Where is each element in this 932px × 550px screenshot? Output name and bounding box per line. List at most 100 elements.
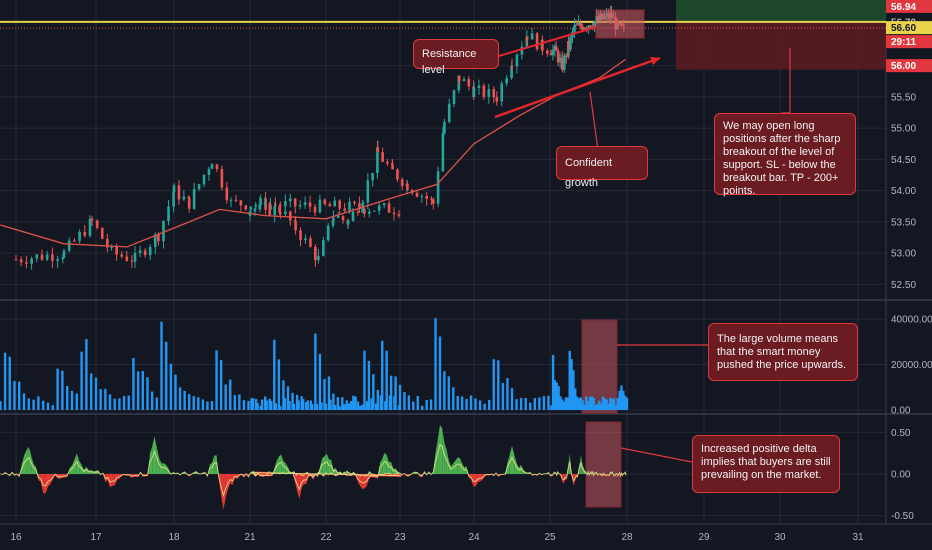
candle [73, 238, 76, 243]
delta-area-slice [214, 455, 217, 474]
candle-body [263, 203, 267, 205]
volume-bar [421, 405, 424, 410]
delta-callout-text: Increased positive delta implies that bu… [701, 443, 831, 481]
candle [361, 200, 365, 208]
volume-bar [254, 398, 258, 410]
candle-body [346, 220, 350, 225]
volume-bar [586, 401, 590, 410]
volume-bar [452, 387, 455, 410]
volume-bar [323, 379, 326, 410]
candle [575, 20, 578, 26]
candle-body [192, 189, 196, 209]
volume-bar [352, 395, 355, 410]
candle-body [593, 21, 596, 28]
volume-bar [557, 386, 560, 410]
volume-bar [56, 368, 59, 410]
volume-bar [361, 404, 364, 410]
volume-bar [594, 404, 597, 410]
volume-bar [607, 403, 610, 410]
volume-bar [562, 401, 566, 410]
candle [309, 235, 312, 248]
candle [25, 255, 28, 269]
time-axis: 16 17 18 21 22 23 24 25 28 29 30 31 [10, 532, 864, 543]
delta-area-slice [455, 457, 458, 474]
candle-body [387, 203, 391, 213]
candle-body [73, 240, 76, 242]
volume-tick-label: 0.00 [891, 406, 911, 417]
volume-bar [398, 384, 402, 410]
candle-body [452, 90, 456, 104]
candle [323, 198, 327, 206]
delta-area-slice [163, 463, 167, 474]
candle-body [549, 53, 553, 56]
volume-bar [614, 405, 618, 410]
candle-body [447, 103, 451, 122]
candle [551, 44, 555, 61]
candle-body [78, 231, 81, 241]
candle [556, 48, 560, 67]
volume-bar [32, 399, 35, 410]
volume-bar [295, 394, 299, 410]
candle-body [110, 246, 113, 248]
candle [83, 225, 87, 238]
candle-body [432, 199, 435, 204]
volume-bar [268, 398, 271, 410]
candle [162, 220, 165, 249]
volume-bar [333, 404, 337, 410]
volume-bar [551, 354, 555, 410]
candle-body [313, 206, 317, 213]
volume-bar [547, 395, 550, 410]
volume-bar [588, 396, 592, 410]
volume-bar [374, 403, 378, 410]
candle [303, 196, 307, 209]
candle [573, 18, 576, 34]
candle-body [25, 262, 28, 264]
candle-body [520, 46, 524, 55]
volume-bar [327, 376, 331, 410]
candle-body [332, 217, 335, 221]
volume-bar [273, 339, 276, 410]
candle [333, 196, 337, 207]
candle-body [492, 89, 496, 98]
candle-body [19, 259, 23, 263]
candle [328, 201, 332, 207]
candle-body [318, 199, 322, 213]
candle-body [259, 198, 262, 205]
volume-bar [27, 398, 30, 410]
price-tick-label: 53.50 [891, 217, 916, 228]
volume-bar [188, 394, 191, 410]
candle [106, 233, 109, 253]
volume-bar [329, 399, 332, 410]
candle-body [535, 33, 539, 50]
candle [14, 255, 18, 261]
volume-bar [601, 396, 605, 410]
candle [244, 204, 248, 211]
candle-body [133, 252, 137, 262]
candle [467, 75, 471, 91]
price-tick-label: 55.00 [891, 124, 916, 135]
volume-bar [46, 402, 50, 410]
volume-bar [568, 350, 571, 410]
candle [368, 208, 371, 218]
volume-bar [250, 398, 253, 410]
candle [569, 35, 572, 53]
volume-bar [155, 397, 159, 410]
volume-bar [283, 397, 287, 410]
candle [40, 249, 44, 261]
candle-body [372, 210, 376, 212]
candle-body [443, 121, 446, 134]
upper-level-tag-bg [886, 0, 932, 13]
candle-body [225, 187, 229, 201]
candle [229, 197, 233, 208]
growth-callout: Confident growth [556, 146, 648, 189]
candle [371, 172, 374, 187]
volume-bar [127, 395, 130, 410]
candle [495, 91, 499, 106]
volume-bar [561, 399, 564, 410]
volume-bar [519, 397, 523, 410]
volume-bar [315, 403, 319, 410]
candle [341, 214, 345, 224]
candle-body [254, 204, 257, 207]
candle-body [363, 208, 366, 214]
volume-bar [160, 321, 163, 410]
